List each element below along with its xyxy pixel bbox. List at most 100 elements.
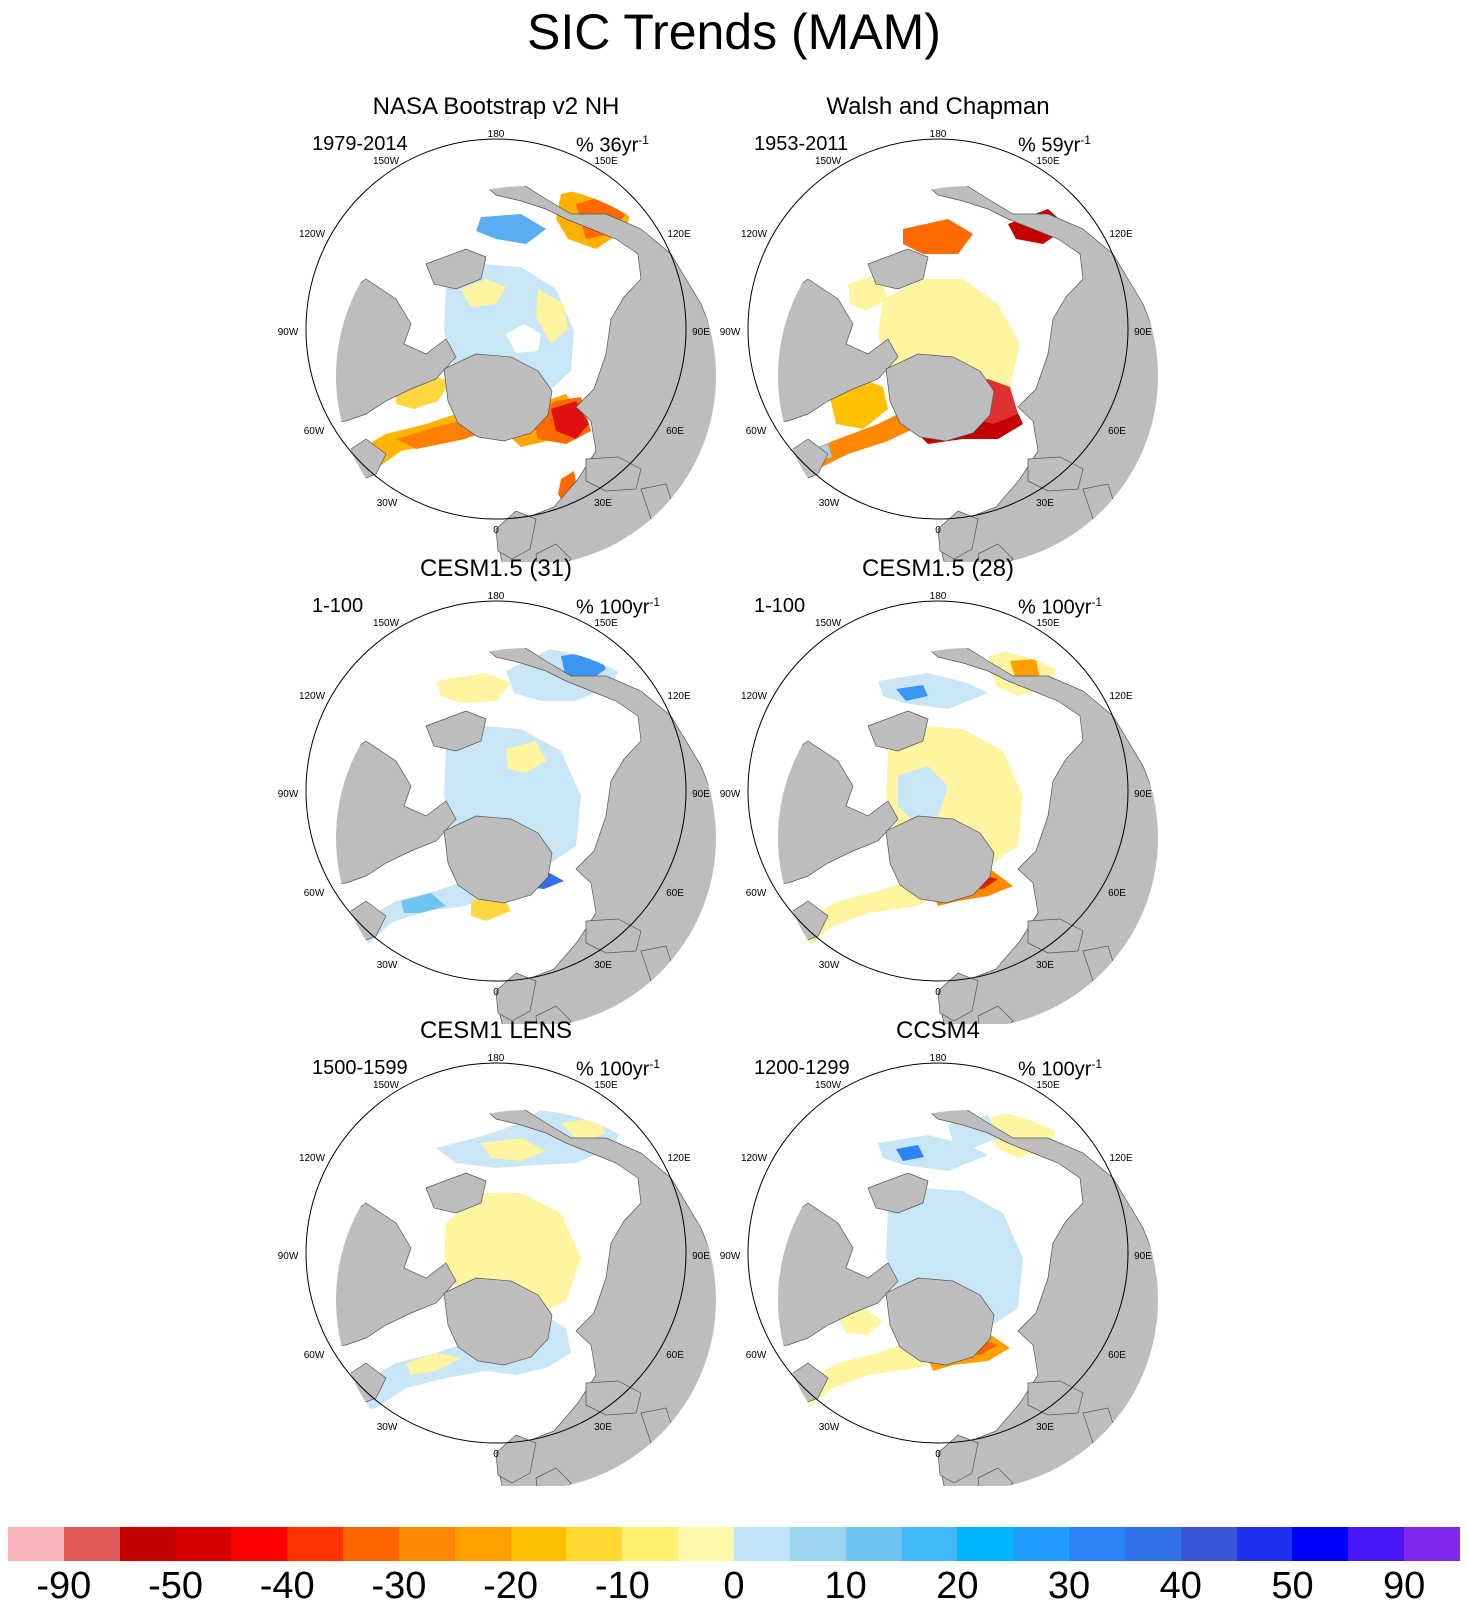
- colorbar: [8, 1527, 1460, 1561]
- longitude-label: 60E: [666, 888, 684, 899]
- longitude-label: 120W: [741, 691, 768, 702]
- longitude-label: 60W: [304, 426, 325, 437]
- landmass: [977, 543, 1014, 562]
- longitude-label: 120W: [299, 691, 326, 702]
- longitude-label: 60E: [1108, 426, 1126, 437]
- longitude-label: 30W: [377, 1422, 398, 1433]
- colorbar-swatch: [398, 1527, 455, 1561]
- map-panel-cesm31: CESM1.5 (31) 1-100 % 100yr-1 180 150W 150E…: [276, 554, 716, 1024]
- landmass: [425, 248, 487, 290]
- panel-period: 1953-2011: [754, 133, 849, 155]
- landmass: [535, 1467, 572, 1486]
- landmass: [535, 1005, 572, 1024]
- panel-title: CCSM4: [895, 1017, 980, 1044]
- longitude-label: 120E: [1109, 1153, 1133, 1164]
- sic-trend-region: [436, 1110, 631, 1168]
- sic-trend-region: [788, 879, 948, 951]
- colorbar-swatch: [175, 1527, 232, 1561]
- landmass: [937, 1434, 979, 1484]
- longitude-label: 0: [493, 1449, 499, 1460]
- landmass: [885, 1277, 995, 1366]
- landmass: [443, 353, 553, 442]
- longitude-label: 90W: [720, 789, 741, 800]
- longitude-label: 30E: [594, 960, 612, 971]
- map-panel-ccsm4: CCSM4 1200-1299 % 100yr-1 180 150W 150E 120…: [718, 1016, 1158, 1486]
- longitude-label: 30E: [1036, 960, 1054, 971]
- map-panel-cesm28: CESM1.5 (28) 1-100 % 100yr-1 180 150W 150E…: [718, 554, 1158, 1024]
- sic-trend-region: [481, 1138, 546, 1161]
- longitude-label: 90W: [720, 1251, 741, 1262]
- longitude-label: 120W: [741, 1153, 768, 1164]
- panel-units: % 59yr-1: [1018, 133, 1091, 157]
- map-boundary: [747, 1062, 1129, 1444]
- longitude-label: 150W: [373, 156, 400, 167]
- colorbar-label: 10: [824, 1565, 867, 1607]
- colorbar-swatch: [231, 1527, 288, 1561]
- polar-map: 180 150W 150E 120W 120E 90W 90E 60W 60E 30W 30E 0: [720, 1053, 1158, 1486]
- colorbar-label: -40: [259, 1565, 315, 1607]
- panel-period: 1979-2014: [312, 133, 408, 155]
- sic-trend-region: [436, 673, 511, 703]
- main-title: SIC Trends (MAM): [527, 4, 941, 60]
- longitude-label: 150W: [815, 156, 842, 167]
- longitude-label: 150W: [373, 1080, 400, 1091]
- longitude-label: 180: [488, 1053, 505, 1064]
- longitude-label: 30W: [819, 960, 840, 971]
- landmass: [585, 1380, 642, 1416]
- colorbar-swatch: [1236, 1527, 1293, 1561]
- colorbar-label: 20: [936, 1565, 979, 1607]
- map-panel-lens: CESM1 LENS 1500-1599 % 100yr-1 180 150W 15…: [276, 1016, 716, 1486]
- landmass: [885, 815, 995, 904]
- longitude-label: 0: [493, 987, 499, 998]
- longitude-label: 150W: [815, 618, 842, 629]
- panel-title: NASA Bootstrap v2 NH: [372, 93, 620, 120]
- landmass: [937, 972, 979, 1022]
- colorbar-swatch: [678, 1527, 734, 1561]
- sic-trend-region: [896, 1145, 924, 1161]
- longitude-label: 150E: [1036, 156, 1060, 167]
- colorbar-swatch: [733, 1527, 790, 1561]
- colorbar-swatch: [287, 1527, 344, 1561]
- map-boundary: [747, 600, 1129, 982]
- longitude-label: 30E: [594, 1422, 612, 1433]
- longitude-label: 30E: [1036, 1422, 1054, 1433]
- polar-map: 180 150W 150E 120W 120E 90W 90E 60W 60E 30W 30E 0: [278, 591, 716, 1024]
- colorbar-labels: -90 -50 -40 -30 -20 -10 0 10 20 30 40 50 90: [8, 1564, 1460, 1608]
- map-boundary: [305, 1062, 687, 1444]
- sic-trend-region: [903, 219, 973, 254]
- landmass: [1027, 918, 1084, 954]
- landmass: [1027, 1380, 1084, 1416]
- longitude-label: 90W: [278, 327, 299, 338]
- longitude-label: 180: [488, 129, 505, 140]
- sic-trend-region: [401, 893, 446, 913]
- longitude-label: 120E: [667, 1153, 691, 1164]
- longitude-label: 60W: [304, 1350, 325, 1361]
- colorbar-label: 30: [1047, 1565, 1091, 1607]
- longitude-label: 90E: [1134, 1251, 1152, 1262]
- longitude-label: 90E: [1134, 789, 1152, 800]
- longitude-label: 60W: [746, 1350, 767, 1361]
- longitude-label: 120E: [1109, 229, 1133, 240]
- longitude-label: 60W: [304, 888, 325, 899]
- sic-trend-region: [476, 214, 546, 244]
- longitude-label: 60E: [666, 426, 684, 437]
- longitude-label: 120W: [299, 1153, 326, 1164]
- landmass: [443, 815, 553, 904]
- map-boundary: [747, 138, 1129, 520]
- longitude-label: 180: [930, 591, 947, 602]
- colorbar-label: 0: [723, 1565, 745, 1607]
- landmass: [885, 353, 995, 442]
- landmass: [495, 1434, 537, 1484]
- colorbar-swatch: [957, 1527, 1014, 1561]
- longitude-label: 150E: [1036, 618, 1060, 629]
- longitude-label: 120E: [667, 691, 691, 702]
- longitude-label: 180: [488, 591, 505, 602]
- longitude-label: 90E: [692, 1251, 710, 1262]
- colorbar-swatch: [622, 1527, 679, 1561]
- panel-title: CESM1 LENS: [419, 1017, 573, 1044]
- landmass: [495, 972, 537, 1022]
- longitude-label: 30W: [377, 498, 398, 509]
- longitude-label: 90E: [692, 327, 710, 338]
- longitude-label: 90W: [278, 1251, 299, 1262]
- sic-trend-region: [788, 1341, 948, 1418]
